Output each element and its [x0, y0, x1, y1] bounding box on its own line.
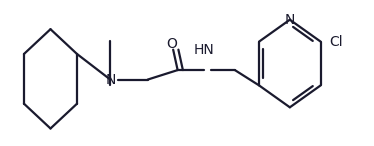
Text: N: N — [285, 13, 295, 27]
Text: N: N — [105, 73, 116, 87]
Text: HN: HN — [193, 43, 214, 57]
Text: Cl: Cl — [329, 35, 342, 49]
Text: O: O — [166, 37, 177, 51]
